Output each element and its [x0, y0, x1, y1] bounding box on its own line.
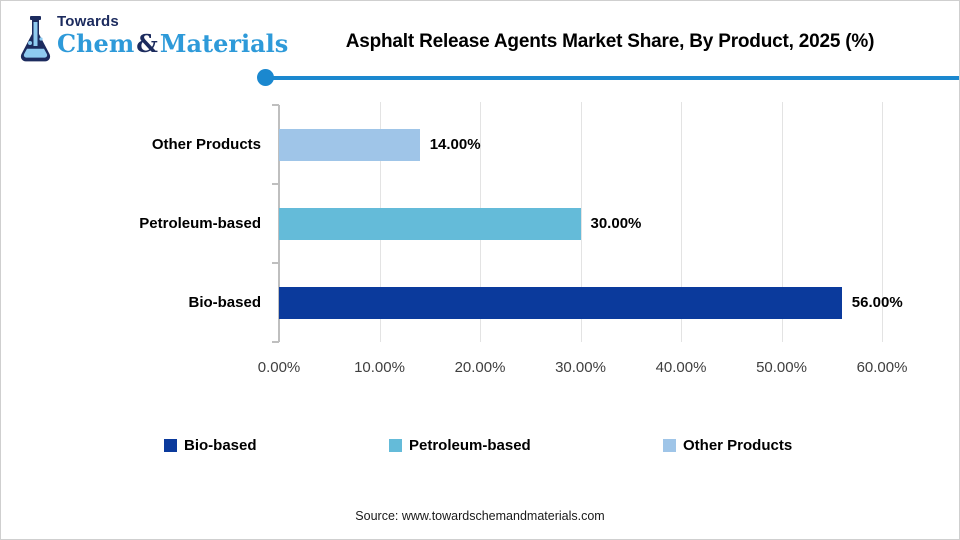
y-axis-tick: [272, 341, 279, 343]
category-label: Bio-based: [188, 293, 261, 311]
legend-label: Bio-based: [184, 437, 257, 454]
flask-icon: [20, 16, 51, 62]
y-axis-tick: [272, 104, 279, 106]
legend-swatch: [164, 439, 177, 452]
gridline: [681, 102, 682, 342]
brand-name: Chem&Materials: [57, 29, 289, 58]
legend-label: Petroleum-based: [409, 437, 531, 454]
y-axis-tick: [272, 262, 279, 264]
legend-item-other-products: Other Products: [663, 437, 793, 454]
bar-petroleum-based: [279, 207, 581, 240]
bar-bio-based: [279, 286, 842, 319]
bar-other-products: [279, 128, 420, 161]
legend-label: Other Products: [683, 437, 793, 454]
y-axis-tick: [272, 183, 279, 185]
gridline: [882, 102, 883, 342]
category-label: Petroleum-based: [139, 214, 261, 232]
value-label: 30.00%: [590, 214, 642, 232]
legend-swatch: [389, 439, 402, 452]
gridline: [781, 102, 783, 342]
brand-logo: Towards Chem&Materials: [17, 13, 288, 68]
x-axis-tick-label: 30.00%: [555, 359, 606, 376]
category-label: Other Products: [151, 135, 261, 153]
chart-title: Asphalt Release Agents Market Share, By …: [345, 31, 875, 52]
legend-item-petroleum-based: Petroleum-based: [389, 437, 531, 454]
value-label: 56.00%: [851, 293, 903, 311]
brand-wordmark: Towards Chem&Materials: [57, 13, 288, 57]
x-axis-tick-label: 60.00%: [856, 359, 908, 376]
brand-towards: Towards: [57, 13, 119, 30]
x-axis-tick-label: 40.00%: [655, 359, 707, 376]
x-axis-tick-label: 10.00%: [354, 359, 405, 376]
x-axis-tick-label: 20.00%: [454, 359, 506, 376]
title-underline: [266, 76, 959, 80]
source-text: Source: www.towardschemandmaterials.com: [355, 509, 605, 523]
gridline: [580, 102, 582, 342]
title-underline-dot: [257, 69, 274, 86]
x-axis-tick-label: 50.00%: [756, 359, 807, 376]
legend-item-bio-based: Bio-based: [164, 437, 257, 454]
value-label: 14.00%: [429, 135, 481, 153]
legend-swatch: [663, 439, 676, 452]
x-axis-tick-label: 0.00%: [257, 359, 301, 376]
